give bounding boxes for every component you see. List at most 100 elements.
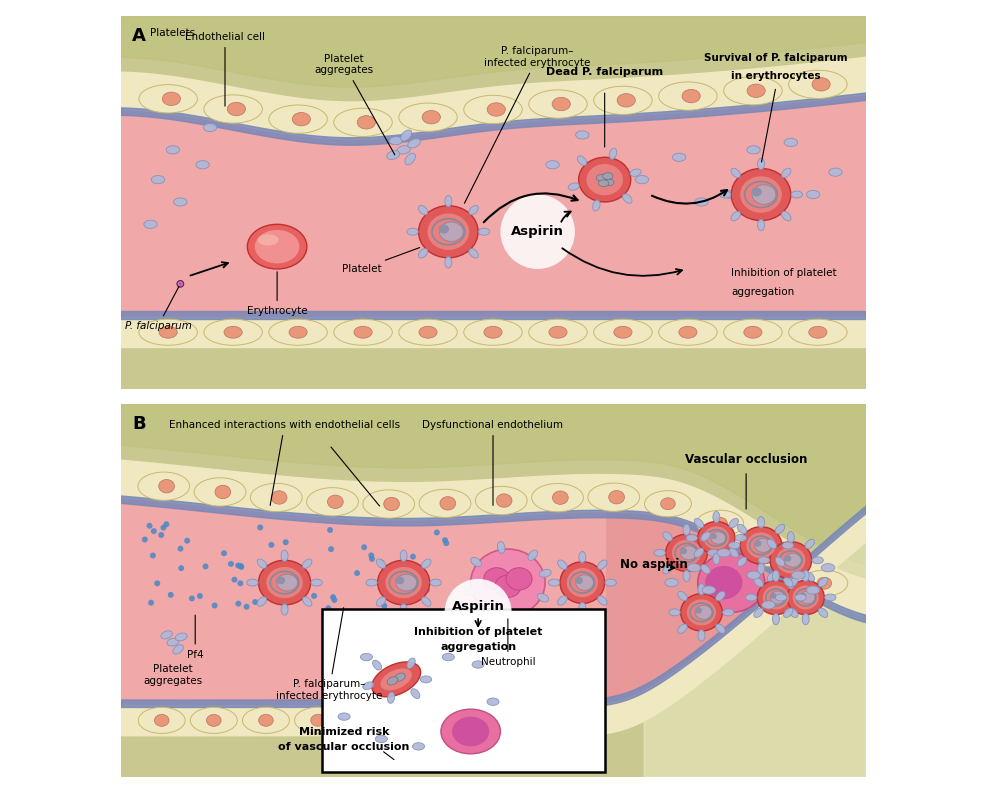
Text: Vascular occlusion: Vascular occlusion — [685, 454, 808, 466]
Ellipse shape — [789, 319, 847, 345]
Ellipse shape — [784, 577, 793, 587]
Ellipse shape — [161, 630, 173, 639]
Circle shape — [325, 605, 331, 611]
Ellipse shape — [597, 174, 606, 181]
Ellipse shape — [587, 164, 623, 196]
Ellipse shape — [412, 743, 425, 750]
Ellipse shape — [614, 326, 632, 338]
Ellipse shape — [420, 676, 432, 683]
Circle shape — [184, 538, 190, 543]
Text: A: A — [132, 27, 146, 45]
Circle shape — [417, 567, 424, 573]
Circle shape — [228, 561, 234, 567]
Ellipse shape — [503, 707, 550, 733]
Ellipse shape — [713, 512, 720, 523]
Ellipse shape — [269, 319, 327, 345]
Ellipse shape — [495, 575, 521, 597]
Ellipse shape — [441, 709, 501, 754]
Ellipse shape — [588, 483, 640, 512]
Circle shape — [212, 603, 218, 608]
Ellipse shape — [669, 609, 680, 616]
Ellipse shape — [776, 547, 806, 573]
Circle shape — [368, 553, 375, 558]
Circle shape — [382, 565, 387, 571]
Ellipse shape — [247, 224, 307, 269]
Circle shape — [354, 570, 360, 576]
Ellipse shape — [710, 534, 717, 539]
Text: in erythrocytes: in erythrocytes — [731, 71, 820, 81]
Ellipse shape — [694, 548, 704, 558]
Ellipse shape — [687, 564, 701, 572]
Ellipse shape — [469, 249, 478, 258]
Circle shape — [445, 579, 512, 645]
Ellipse shape — [307, 488, 358, 516]
Ellipse shape — [708, 550, 719, 556]
Ellipse shape — [548, 579, 560, 586]
Ellipse shape — [757, 581, 795, 615]
Circle shape — [444, 540, 450, 546]
Ellipse shape — [807, 586, 819, 594]
Ellipse shape — [736, 535, 746, 542]
Ellipse shape — [395, 574, 417, 591]
Circle shape — [236, 562, 242, 569]
Ellipse shape — [194, 478, 246, 506]
Polygon shape — [120, 16, 866, 150]
Ellipse shape — [303, 597, 312, 606]
Ellipse shape — [683, 570, 690, 581]
Ellipse shape — [659, 82, 717, 110]
Ellipse shape — [204, 319, 262, 345]
Ellipse shape — [687, 600, 716, 626]
Ellipse shape — [528, 319, 588, 345]
Ellipse shape — [762, 601, 775, 609]
Ellipse shape — [289, 326, 308, 338]
Ellipse shape — [215, 485, 231, 499]
Text: Aspirin: Aspirin — [511, 225, 564, 238]
Ellipse shape — [729, 542, 740, 549]
Circle shape — [311, 593, 317, 599]
Text: Neutrophil: Neutrophil — [480, 619, 535, 667]
Circle shape — [189, 596, 195, 601]
Ellipse shape — [757, 516, 764, 528]
Ellipse shape — [654, 550, 666, 556]
Ellipse shape — [716, 592, 725, 601]
Ellipse shape — [608, 490, 624, 504]
Ellipse shape — [469, 205, 478, 215]
Ellipse shape — [549, 326, 567, 338]
Ellipse shape — [605, 579, 616, 586]
Ellipse shape — [579, 158, 631, 202]
Circle shape — [378, 559, 384, 565]
Ellipse shape — [622, 194, 632, 204]
Ellipse shape — [579, 602, 586, 614]
Ellipse shape — [591, 183, 604, 191]
Ellipse shape — [204, 95, 262, 124]
Ellipse shape — [467, 714, 482, 726]
Ellipse shape — [419, 489, 471, 517]
Ellipse shape — [598, 560, 607, 569]
Ellipse shape — [740, 527, 782, 564]
Ellipse shape — [757, 563, 764, 574]
Ellipse shape — [765, 547, 780, 559]
Ellipse shape — [303, 559, 312, 569]
Ellipse shape — [754, 540, 761, 546]
Ellipse shape — [770, 591, 785, 604]
Circle shape — [168, 592, 174, 598]
Ellipse shape — [415, 714, 430, 726]
Ellipse shape — [327, 495, 343, 508]
Circle shape — [275, 584, 281, 589]
Ellipse shape — [497, 542, 505, 554]
Ellipse shape — [398, 319, 458, 345]
Ellipse shape — [381, 668, 412, 691]
Ellipse shape — [520, 714, 533, 726]
Ellipse shape — [725, 190, 738, 199]
Ellipse shape — [531, 484, 584, 512]
Ellipse shape — [405, 153, 415, 165]
Text: Survival of P. falciparum: Survival of P. falciparum — [704, 52, 848, 63]
Ellipse shape — [463, 95, 523, 124]
Text: Dead P. falciparum: Dead P. falciparum — [546, 67, 664, 78]
Ellipse shape — [795, 594, 807, 601]
Ellipse shape — [599, 180, 608, 187]
Ellipse shape — [190, 707, 238, 733]
Ellipse shape — [711, 531, 726, 544]
Ellipse shape — [484, 568, 510, 590]
Text: Platelet: Platelet — [342, 248, 420, 274]
